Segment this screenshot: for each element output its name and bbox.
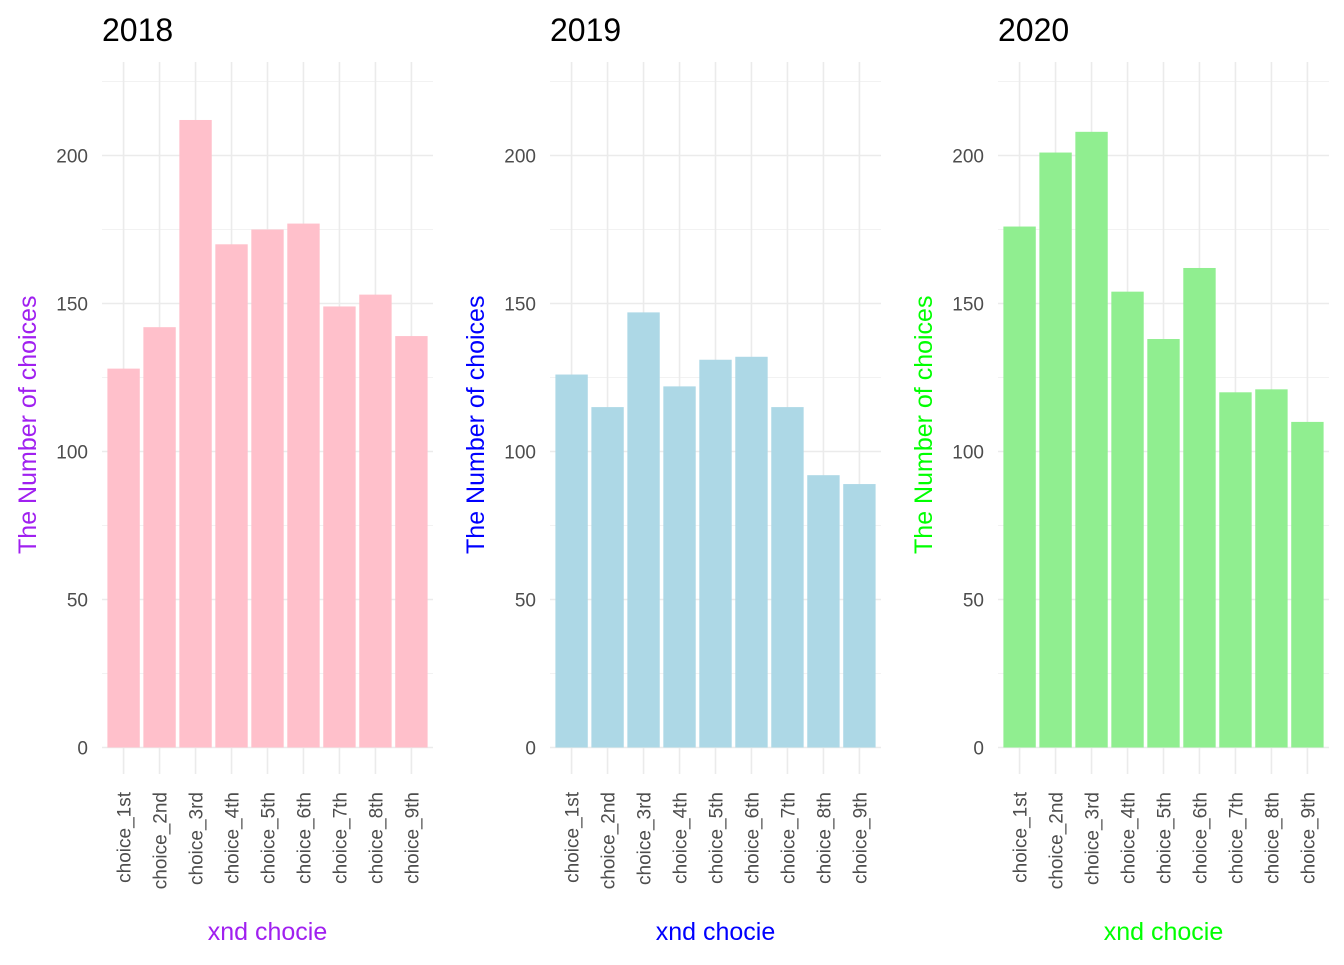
bar-choice_9th [843, 484, 876, 748]
y-axis-label: The Number of choices [910, 296, 938, 554]
bar-choice_5th [699, 359, 732, 748]
chart-panel-2018: 0 50 100 150 200 choice_1st choice_2nd choice_3… [14, 12, 433, 946]
y-tick-label: 100 [952, 443, 984, 464]
y-axis-label: The Number of choices [14, 296, 42, 554]
bar-choice_5th [251, 229, 284, 748]
x-axis-label: xnd chocie [1104, 918, 1224, 946]
y-tick-label: 50 [963, 591, 984, 612]
x-tick-label: choice_1st [563, 791, 584, 883]
bar-choice_4th [215, 244, 248, 748]
x-tick-label: choice_3rd [1083, 792, 1104, 885]
chart-title: 2019 [550, 12, 621, 48]
x-tick-label: choice_8th [366, 792, 387, 884]
bar-choice_8th [359, 294, 392, 748]
bar-choice_7th [771, 407, 804, 748]
x-tick-label: choice_7th [778, 792, 799, 884]
bar-choice_6th [1183, 267, 1216, 748]
x-tick-label: choice_2nd [151, 792, 172, 889]
x-tick-label: choice_5th [259, 792, 280, 884]
bar-choice_7th [1219, 392, 1252, 748]
x-tick-label: choice_9th [402, 792, 423, 884]
chart-title: 2018 [102, 12, 173, 48]
bar-choice_3rd [179, 119, 212, 748]
chart-panel-2020: 0 50 100 150 200 choice_1st choice_2nd choice_3… [910, 12, 1329, 946]
y-tick-label: 100 [504, 443, 536, 464]
x-tick-label: choice_9th [850, 792, 871, 884]
x-tick-label: choice_1st [115, 791, 136, 883]
bar-choice_2nd [1039, 152, 1072, 748]
x-tick-label: choice_2nd [599, 792, 620, 889]
x-tick-label: choice_8th [1262, 792, 1283, 884]
y-tick-label: 200 [504, 147, 536, 168]
y-tick-label: 0 [77, 739, 88, 760]
y-tick-label: 200 [56, 147, 88, 168]
x-tick-label: choice_6th [294, 792, 315, 884]
x-tick-label: choice_3rd [187, 792, 208, 885]
bar-choice_2nd [591, 407, 624, 748]
bar-choice_8th [1255, 389, 1288, 748]
y-tick-label: 200 [952, 147, 984, 168]
y-tick-label: 150 [56, 295, 88, 316]
x-tick-label: choice_8th [814, 792, 835, 884]
bar-choice_4th [663, 386, 696, 748]
x-tick-label: choice_5th [1155, 792, 1176, 884]
y-axis-label: The Number of choices [462, 296, 490, 554]
x-tick-label: choice_4th [223, 792, 244, 884]
x-tick-label: choice_3rd [635, 792, 656, 885]
y-tick-label: 0 [973, 739, 984, 760]
bar-choice_1st [107, 368, 140, 748]
bar-choice_3rd [627, 312, 660, 748]
bar-choice_6th [735, 356, 768, 748]
x-axis-label: xnd chocie [656, 918, 776, 946]
y-tick-label: 150 [952, 295, 984, 316]
y-tick-label: 50 [67, 591, 88, 612]
y-tick-label: 50 [515, 591, 536, 612]
x-tick-label: choice_1st [1011, 791, 1032, 883]
x-tick-label: choice_9th [1298, 792, 1319, 884]
bar-choice_1st [555, 374, 588, 748]
bar-choice_3rd [1075, 131, 1108, 748]
bar-choice_9th [1291, 421, 1324, 748]
chart-title: 2020 [998, 12, 1069, 48]
bar-choice_4th [1111, 291, 1144, 748]
y-tick-label: 100 [56, 443, 88, 464]
y-tick-label: 150 [504, 295, 536, 316]
bar-choice_9th [395, 336, 428, 748]
x-tick-label: choice_5th [707, 792, 728, 884]
bar-choice_2nd [143, 327, 176, 748]
y-tick-label: 0 [525, 739, 536, 760]
x-tick-label: choice_6th [1190, 792, 1211, 884]
bar-choice_7th [323, 306, 356, 748]
x-tick-label: choice_4th [671, 792, 692, 884]
bar-choice_6th [287, 223, 320, 748]
x-tick-label: choice_4th [1119, 792, 1140, 884]
chart-panel-2019: 0 50 100 150 200 choice_1st choice_2nd choice_3… [462, 12, 881, 946]
x-tick-label: choice_7th [1226, 792, 1247, 884]
x-tick-label: choice_7th [330, 792, 351, 884]
bar-choice_5th [1147, 339, 1180, 748]
x-axis-label: xnd chocie [208, 918, 328, 946]
x-tick-label: choice_6th [742, 792, 763, 884]
bar-choice_8th [807, 475, 840, 748]
x-tick-label: choice_2nd [1047, 792, 1068, 889]
bar-choice_1st [1003, 226, 1036, 748]
